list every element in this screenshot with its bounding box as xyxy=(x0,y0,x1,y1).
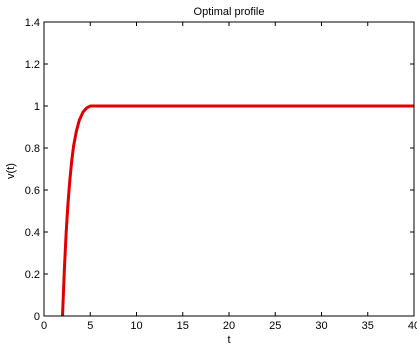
x-tick-label: 10 xyxy=(130,320,142,332)
chart-title: Optimal profile xyxy=(194,6,265,18)
x-tick-label: 5 xyxy=(87,320,93,332)
x-tick-label: 20 xyxy=(223,320,235,332)
y-tick-label: 0.2 xyxy=(25,269,40,281)
plot-area-frame xyxy=(43,21,415,317)
y-tick-label: 0.4 xyxy=(25,227,40,239)
y-tick-label: 1 xyxy=(34,101,40,113)
y-tick-label: 1.2 xyxy=(25,59,40,71)
x-tick-label: 0 xyxy=(41,320,47,332)
y-axis-label: v(t) xyxy=(5,163,17,179)
x-axis-label: t xyxy=(227,334,230,346)
x-tick-label: 25 xyxy=(269,320,281,332)
x-tick-label: 40 xyxy=(408,320,417,332)
x-tick-label: 30 xyxy=(315,320,327,332)
series-line-0 xyxy=(61,104,414,317)
y-tick-label: 0.6 xyxy=(25,185,40,197)
y-tick-label: 0.8 xyxy=(25,143,40,155)
x-tick-label: 35 xyxy=(362,320,374,332)
x-tick-label: 15 xyxy=(177,320,189,332)
y-tick-label: 0 xyxy=(34,311,40,323)
y-tick-label: 1.4 xyxy=(25,17,40,29)
